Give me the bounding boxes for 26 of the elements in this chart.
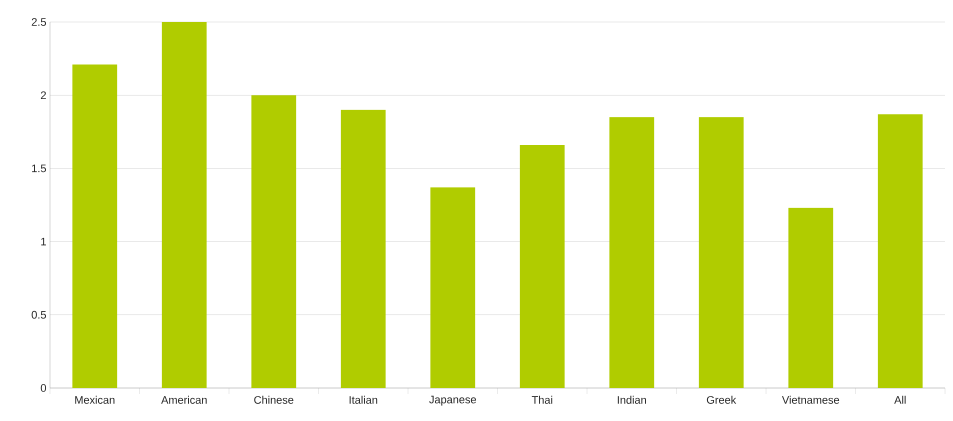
x-tick-label: American	[161, 396, 207, 404]
y-tick-label: 0	[40, 384, 46, 392]
x-tick-label: Indian	[618, 396, 646, 404]
bar	[162, 22, 207, 388]
x-tick-label: Chinese	[254, 396, 294, 404]
y-tick-label: 2	[40, 91, 46, 100]
y-tick-label: 1	[41, 238, 46, 246]
bar	[340, 110, 386, 388]
x-tick-label: Japanese	[429, 396, 476, 406]
x-tick-label: All	[894, 396, 906, 404]
x-tick-label: Mexican	[75, 396, 114, 404]
bar	[251, 95, 296, 388]
y-tick-label: 2.5	[32, 18, 46, 26]
bar	[72, 64, 118, 388]
bar	[609, 117, 654, 388]
bar	[520, 144, 565, 388]
bar	[878, 114, 923, 388]
y-tick-label: 1.5	[32, 164, 46, 172]
x-tick-label: Thai	[532, 396, 552, 404]
x-tick-label: Vietnamese	[782, 396, 840, 404]
x-tick-label: Greek	[706, 396, 736, 404]
bar	[698, 117, 744, 388]
x-tick-label: Italian	[350, 396, 378, 404]
y-tick-label: 0.5	[32, 310, 46, 319]
bar	[430, 187, 476, 388]
bar	[788, 208, 834, 388]
